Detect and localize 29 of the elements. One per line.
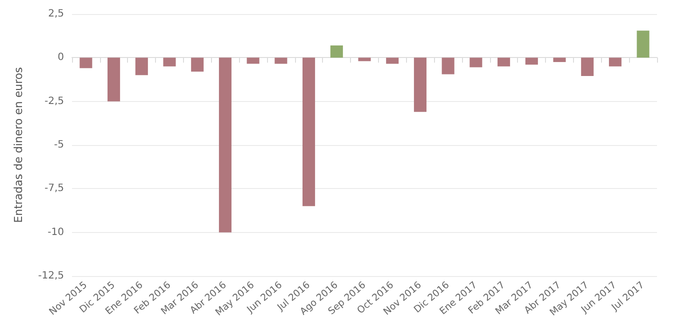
bar	[218, 58, 232, 232]
bar	[636, 30, 650, 58]
bar	[442, 58, 454, 74]
bar	[246, 58, 260, 64]
y-tick-label: 0	[58, 52, 64, 64]
bar	[274, 58, 288, 64]
bar	[553, 58, 566, 62]
bar	[414, 58, 426, 112]
bar	[358, 58, 371, 62]
bar	[386, 58, 399, 64]
bar	[80, 58, 92, 68]
bar	[498, 58, 510, 66]
y-axis-title: Entradas de dinero en euros	[12, 66, 25, 223]
bar	[108, 58, 120, 102]
bar	[581, 58, 594, 76]
bar	[608, 58, 622, 66]
bar	[135, 58, 148, 76]
bar	[525, 58, 538, 65]
bar	[163, 58, 176, 66]
y-tick-label: 2,5	[48, 8, 64, 20]
y-tick-label: -5	[54, 140, 64, 150]
bar	[330, 45, 343, 58]
y-tick-label: -12,5	[38, 270, 64, 282]
y-tick-label: -2,5	[44, 96, 64, 107]
bar	[302, 58, 316, 206]
bar	[470, 58, 482, 68]
bar	[191, 58, 204, 72]
y-tick-label: -10	[48, 226, 64, 238]
y-tick-label: -7,5	[44, 183, 64, 194]
